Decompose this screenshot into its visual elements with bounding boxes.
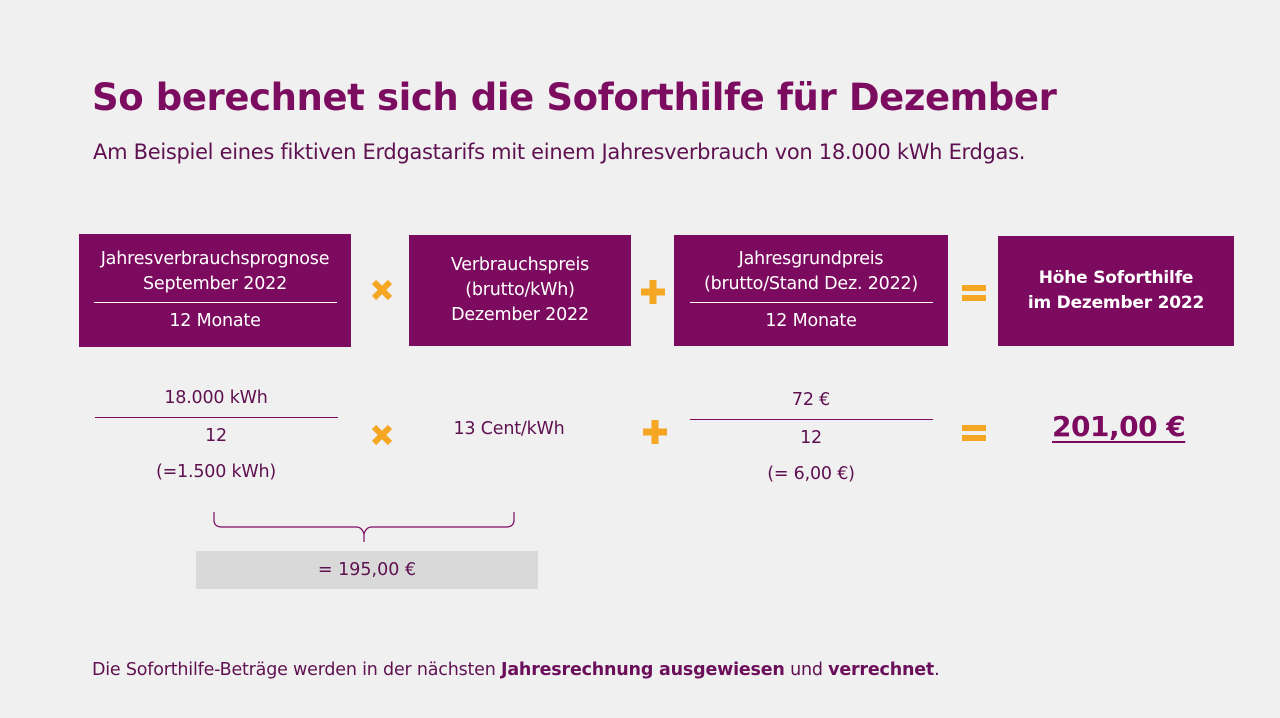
page-title: So berechnet sich die Soforthilfe für De… [92,76,1057,119]
footer-note: Die Soforthilfe-Beträge werden in der nä… [92,660,940,680]
box-verbrauchspreis: Verbrauchspreis (brutto/kWh) Dezember 20… [409,235,631,346]
box-label: Jahresgrundpreis [738,249,884,269]
calc-verbrauchspreis: 13 Cent/kWh [409,411,609,447]
calc-denominator: 12 [800,428,822,448]
box-label: im Dezember 2022 [1027,293,1205,313]
box-jahresverbrauchsprognose: Jahresverbrauchsprognose September 2022 … [79,234,351,347]
box-label: Dezember 2022 [451,305,589,325]
box-label: 12 Monate [765,311,857,331]
result-value: 201,00 € [1052,410,1186,443]
fraction-line [94,417,338,418]
plus-icon [640,417,670,447]
box-label: Höhe Soforthilfe [1038,268,1194,288]
equals-icon [959,418,989,448]
box-hoehe-soforthilfe: Höhe Soforthilfe im Dezember 2022 [998,236,1234,346]
box-label: September 2022 [142,274,288,294]
calc-note: (= 6,00 €) [767,464,855,484]
equals-icon [959,278,989,308]
brace-icon [212,510,517,548]
calc-denominator: 12 [205,426,227,446]
footer-text: . [934,660,940,680]
multiply-icon [367,275,397,305]
calc-grundpreis: 72 € 12 (= 6,00 €) [689,382,933,492]
box-jahresgrundpreis: Jahresgrundpreis (brutto/Stand Dez. 2022… [674,235,948,346]
calc-numerator: 18.000 kWh [164,388,268,408]
box-label: (brutto/Stand Dez. 2022) [703,274,919,294]
footer-bold: verrechnet [828,660,935,680]
calc-numerator: 72 € [791,390,831,410]
multiply-icon [367,420,397,450]
fraction-line [689,302,933,303]
calc-verbrauch: 18.000 kWh 12 (=1.500 kWh) [94,380,338,490]
box-label: 12 Monate [169,311,261,331]
fraction-line [93,302,337,303]
footer-text: und [784,660,829,680]
box-label: Jahresverbrauchsprognose [100,249,330,269]
calc-note: (=1.500 kWh) [155,462,277,482]
subtotal-box: = 195,00 € [196,551,538,589]
calc-value: 13 Cent/kWh [453,419,565,439]
page-subtitle: Am Beispiel eines fiktiven Erdgastarifs … [93,140,1026,164]
footer-text: Die Soforthilfe-Beträge werden in der nä… [92,660,502,680]
box-label: (brutto/kWh) [465,280,575,300]
footer-bold: Jahresrechnung ausgewiesen [501,660,785,680]
plus-icon [638,277,668,307]
box-label: Verbrauchspreis [450,255,590,275]
fraction-line [689,419,933,420]
